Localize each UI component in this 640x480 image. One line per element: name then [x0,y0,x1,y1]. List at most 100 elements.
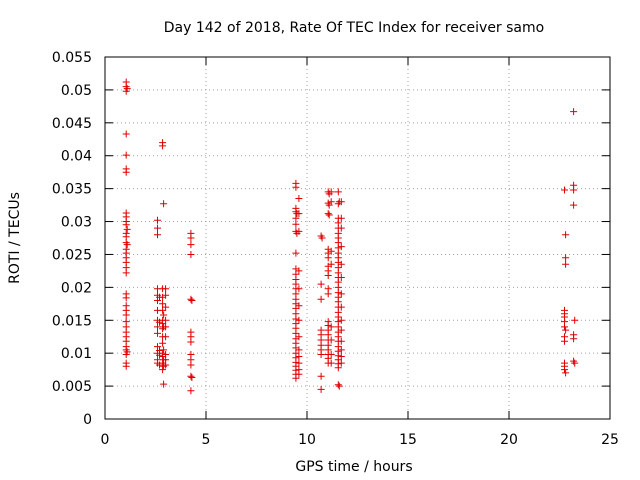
data-point [561,323,568,331]
data-point [334,188,342,196]
data-point [154,323,161,331]
data-point [317,372,325,380]
x-tick-labels: 0 5 10 15 20 25 [101,432,619,448]
data-point [159,339,167,347]
data-point [295,285,303,293]
data-point [295,359,303,367]
data-point [292,214,300,222]
data-point [160,200,168,208]
data-point [292,249,300,257]
data-point [327,359,335,367]
data-point [337,303,345,311]
data-point [337,353,345,360]
data-point [160,346,168,354]
y-tick-label: 0.045 [52,116,92,132]
y-tick-label: 0.015 [52,313,92,329]
grid-lines [105,57,610,419]
data-point [318,234,326,242]
x-tick-label: 20 [500,432,518,448]
data-point [187,361,195,369]
data-point [324,290,332,298]
chart-title: Day 142 of 2018, Rate Of TEC Index for r… [164,20,544,36]
data-point [188,374,196,381]
data-point [122,151,130,159]
y-tick-labels: 0 0.005 0.01 0.015 0.02 0.025 0.03 0.035 0.04 0.0… [52,50,92,428]
data-point [327,198,335,206]
data-point [162,291,170,299]
data-point [160,311,168,319]
data-point [337,214,345,222]
data-point [295,267,303,275]
data-point [561,337,568,345]
data-point [295,333,303,341]
data-point [159,306,167,314]
x-tick-label: 15 [399,432,417,448]
data-point [562,260,570,268]
data-points [122,78,579,395]
data-point [570,186,578,194]
plot-frame [104,56,611,420]
y-tick-label: 0.005 [52,379,92,395]
data-point [327,336,335,344]
data-point [154,224,161,232]
data-point [337,290,345,298]
data-point [162,316,170,324]
data-point [292,183,300,191]
y-tick-label: 0.025 [52,247,92,263]
y-tick-label: 0.035 [52,182,92,198]
data-point [122,294,130,302]
data-point [122,168,130,176]
data-point [295,210,303,218]
data-point [337,337,345,345]
data-point [327,323,335,331]
data-point [162,333,170,341]
data-point [159,366,167,374]
data-point [122,87,130,95]
y-tick-label: 0.02 [61,280,92,296]
data-point [317,280,325,288]
data-point [570,335,578,343]
data-point [295,370,303,378]
x-tick-label: 5 [202,432,211,448]
y-tick-label: 0 [83,412,92,428]
data-point [162,285,170,293]
data-point [295,353,303,360]
data-point [154,231,161,239]
data-point [337,224,345,232]
data-point [295,227,303,235]
x-tick-label: 25 [601,432,619,448]
data-point [295,302,303,310]
data-point [324,210,332,218]
data-point [187,241,195,249]
data-point [561,366,568,374]
data-point [571,359,579,367]
data-point [154,343,161,351]
data-point [122,130,130,138]
y-tick-label: 0.04 [61,149,92,165]
data-point [562,326,570,334]
data-point [327,351,335,358]
data-point [122,233,130,241]
data-point [123,225,131,233]
data-point [571,316,579,324]
data-point [123,241,131,249]
data-point [188,297,196,304]
y-tick-label: 0.05 [61,83,92,99]
data-point [335,382,343,390]
data-point [154,329,161,337]
data-point [570,108,578,116]
data-point [337,260,345,268]
data-point [295,316,303,324]
data-point [317,351,325,358]
data-point [337,274,345,281]
data-point [337,346,345,354]
y-axis-label: ROTI / TECUs [7,192,23,284]
data-point [292,374,300,382]
data-point [317,295,325,303]
data-point [162,303,170,311]
data-point [334,381,342,389]
data-point [327,247,335,255]
data-point [159,142,167,150]
data-point [160,380,168,388]
